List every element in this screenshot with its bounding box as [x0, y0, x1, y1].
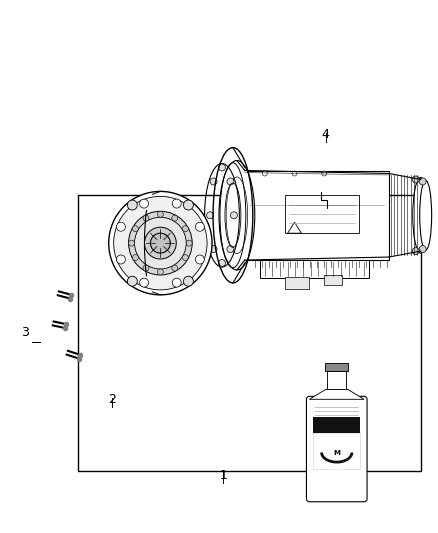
Circle shape	[182, 255, 188, 261]
Bar	[325, 364, 348, 372]
Circle shape	[419, 246, 426, 253]
Circle shape	[172, 199, 181, 208]
Circle shape	[195, 255, 204, 264]
Circle shape	[143, 215, 149, 221]
Circle shape	[143, 265, 149, 271]
Circle shape	[172, 278, 181, 287]
Ellipse shape	[413, 177, 429, 253]
Circle shape	[129, 240, 134, 246]
Circle shape	[157, 269, 163, 275]
Text: 4: 4	[321, 128, 329, 141]
Circle shape	[134, 217, 186, 269]
Circle shape	[292, 171, 297, 176]
Circle shape	[219, 164, 226, 171]
Circle shape	[207, 212, 214, 219]
Circle shape	[145, 227, 176, 259]
Text: M: M	[332, 465, 342, 475]
Circle shape	[132, 255, 138, 261]
Bar	[285, 277, 309, 289]
Bar	[260, 260, 369, 278]
Circle shape	[117, 222, 125, 231]
Circle shape	[210, 246, 217, 253]
Circle shape	[262, 171, 267, 176]
Circle shape	[109, 191, 212, 295]
Circle shape	[157, 211, 163, 217]
Ellipse shape	[420, 181, 431, 250]
Text: M: M	[333, 449, 340, 456]
Circle shape	[117, 255, 125, 264]
Circle shape	[140, 278, 148, 287]
Text: 3: 3	[21, 326, 29, 339]
Circle shape	[172, 265, 178, 271]
Circle shape	[132, 225, 138, 232]
Text: 1: 1	[219, 469, 227, 482]
Bar	[78, 195, 421, 471]
Circle shape	[195, 222, 204, 231]
Circle shape	[114, 196, 207, 290]
Polygon shape	[309, 389, 364, 399]
Circle shape	[227, 178, 234, 185]
Circle shape	[140, 199, 148, 208]
Circle shape	[227, 246, 234, 253]
Circle shape	[127, 200, 137, 210]
Ellipse shape	[226, 177, 247, 254]
Circle shape	[230, 212, 237, 219]
Circle shape	[412, 176, 419, 183]
Circle shape	[412, 248, 419, 255]
Circle shape	[172, 215, 178, 221]
Ellipse shape	[219, 160, 255, 270]
Bar	[314, 433, 360, 469]
Bar	[324, 275, 342, 285]
Circle shape	[219, 260, 226, 266]
Bar	[245, 171, 389, 260]
Circle shape	[210, 178, 217, 185]
Bar	[285, 196, 359, 233]
Circle shape	[184, 276, 194, 286]
Circle shape	[419, 178, 426, 185]
FancyBboxPatch shape	[307, 397, 367, 502]
Circle shape	[150, 233, 170, 253]
Bar	[314, 417, 360, 433]
Bar	[327, 372, 346, 389]
Circle shape	[182, 225, 188, 232]
Circle shape	[184, 200, 194, 210]
Circle shape	[127, 276, 137, 286]
Text: 2: 2	[109, 393, 117, 406]
Circle shape	[322, 171, 327, 176]
Circle shape	[129, 211, 192, 275]
Circle shape	[186, 240, 192, 246]
